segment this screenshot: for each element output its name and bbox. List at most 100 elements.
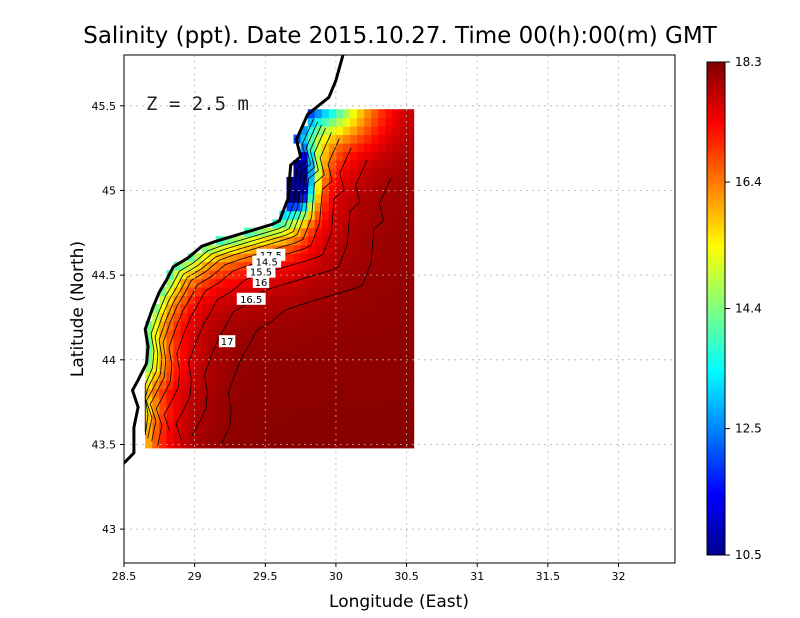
field-cell bbox=[300, 261, 309, 271]
field-cell bbox=[343, 337, 351, 347]
field-cell bbox=[272, 380, 280, 390]
field-cell bbox=[371, 244, 379, 254]
field-cell bbox=[300, 295, 309, 305]
field-cell bbox=[300, 287, 309, 296]
field-cell bbox=[258, 363, 266, 373]
field-cell bbox=[187, 363, 196, 373]
field-cell bbox=[286, 388, 295, 398]
field-cell bbox=[406, 168, 415, 178]
field-cell bbox=[364, 430, 372, 440]
field-cell bbox=[385, 160, 393, 169]
depth-annotation: Z = 2.5 m bbox=[146, 93, 249, 115]
field-cell bbox=[371, 346, 379, 356]
field-cell bbox=[378, 337, 386, 347]
field-cell bbox=[406, 143, 415, 153]
field-cell bbox=[307, 236, 316, 246]
field-cell bbox=[300, 202, 309, 212]
field-cell bbox=[286, 337, 295, 347]
field-cell bbox=[335, 397, 344, 407]
field-cell bbox=[385, 219, 393, 229]
field-cell bbox=[321, 109, 330, 119]
y-tick-label: 43 bbox=[102, 523, 116, 536]
field-cell bbox=[335, 117, 344, 127]
field-cell bbox=[350, 185, 358, 195]
field-cell bbox=[230, 354, 238, 364]
field-cell bbox=[173, 278, 181, 288]
field-cell bbox=[328, 354, 337, 364]
field-cell bbox=[378, 295, 386, 305]
field-cell bbox=[406, 210, 415, 220]
field-cell bbox=[385, 236, 393, 246]
field-cell bbox=[251, 397, 259, 407]
field-cell bbox=[194, 253, 203, 263]
field-cell bbox=[328, 168, 337, 178]
field-cell bbox=[343, 388, 351, 398]
field-cell bbox=[300, 414, 309, 423]
contour-label: 16.5 bbox=[236, 292, 266, 306]
field-cell bbox=[215, 371, 224, 381]
field-cell bbox=[328, 422, 337, 432]
field-cell bbox=[350, 236, 358, 246]
field-cell bbox=[258, 354, 266, 364]
field-cell bbox=[364, 295, 372, 305]
field-cell bbox=[392, 261, 400, 271]
field-cell bbox=[307, 109, 316, 119]
field-cell bbox=[237, 397, 245, 407]
field-cell bbox=[293, 270, 302, 280]
contour-line bbox=[149, 127, 326, 442]
colorbar-tick-label: 12.5 bbox=[735, 422, 762, 436]
field-cell bbox=[208, 405, 217, 415]
field-cell bbox=[237, 380, 245, 390]
field-cell bbox=[166, 295, 174, 305]
field-cell bbox=[215, 388, 224, 398]
field-cell bbox=[328, 134, 337, 144]
field-cell bbox=[258, 320, 266, 330]
field-cell bbox=[378, 346, 386, 356]
field-cell bbox=[350, 337, 358, 347]
field-cell bbox=[208, 380, 217, 390]
field-cell bbox=[350, 117, 358, 127]
field-cell bbox=[300, 151, 309, 161]
field-cell bbox=[378, 185, 386, 195]
field-cell bbox=[385, 354, 393, 364]
contour-label-text: 14.5 bbox=[256, 258, 278, 269]
field-cell bbox=[364, 270, 372, 280]
field-cell bbox=[208, 287, 217, 296]
field-cell bbox=[201, 287, 210, 296]
field-cell bbox=[357, 227, 365, 237]
field-cell bbox=[364, 151, 372, 161]
field-cell bbox=[230, 253, 238, 263]
field-cell bbox=[272, 363, 280, 373]
field-cell bbox=[364, 193, 372, 203]
field-cell bbox=[293, 244, 302, 254]
field-cell bbox=[364, 126, 372, 136]
field-cell bbox=[180, 312, 189, 322]
field-cell bbox=[350, 363, 358, 373]
field-cell bbox=[222, 397, 231, 407]
field-cell bbox=[265, 380, 273, 390]
field-cell bbox=[406, 363, 415, 373]
field-cell bbox=[244, 253, 252, 263]
field-cell bbox=[279, 287, 287, 296]
field-cell bbox=[300, 160, 309, 169]
field-cell bbox=[272, 346, 280, 356]
field-cell bbox=[180, 354, 189, 364]
field-cell bbox=[244, 439, 252, 449]
field-cell bbox=[343, 278, 351, 288]
field-cell bbox=[293, 312, 302, 322]
field-cell bbox=[335, 244, 344, 254]
field-cell bbox=[392, 117, 400, 127]
field-cell bbox=[314, 337, 323, 347]
field-cell bbox=[293, 261, 302, 271]
field-cell bbox=[314, 430, 323, 440]
field-cell bbox=[293, 405, 302, 415]
field-cell bbox=[194, 320, 203, 330]
field-cell bbox=[244, 337, 252, 347]
field-cell bbox=[406, 380, 415, 390]
field-cell bbox=[293, 185, 302, 195]
field-cell bbox=[328, 143, 337, 153]
field-cell bbox=[279, 261, 287, 271]
y-tick-label: 45.5 bbox=[92, 100, 117, 113]
field-cell bbox=[406, 430, 415, 440]
field-cell bbox=[335, 261, 344, 271]
